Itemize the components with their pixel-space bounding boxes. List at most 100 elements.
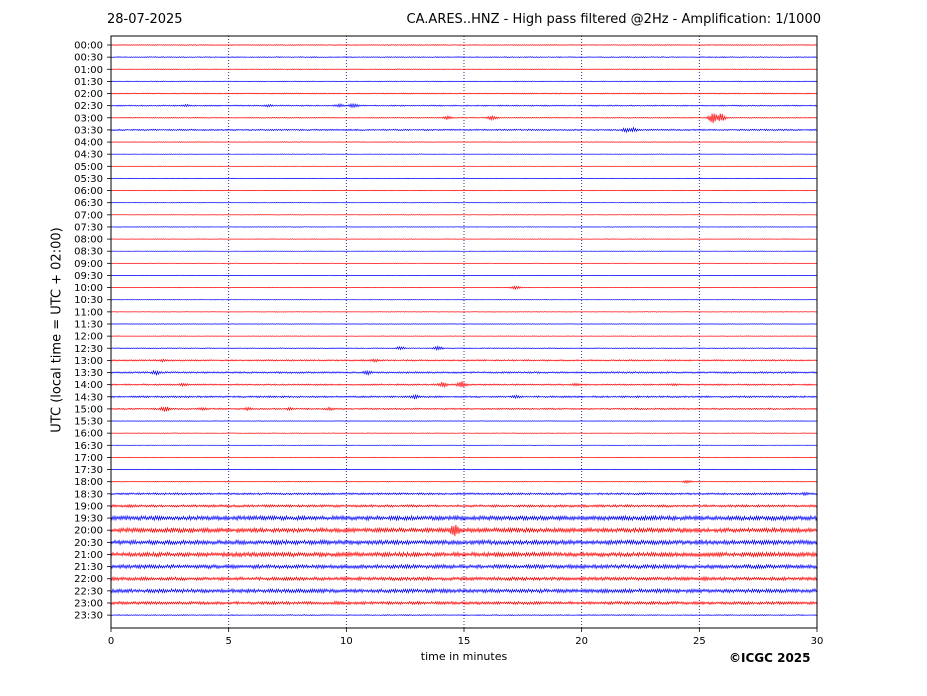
trace-0300 — [110, 113, 818, 124]
y-tick-label: 19:00 — [74, 501, 103, 512]
y-tick-label: 03:00 — [74, 113, 103, 124]
trace-0230 — [110, 102, 818, 109]
y-tick-label: 10:30 — [74, 295, 103, 306]
trace-0600 — [110, 189, 818, 192]
trace-0000 — [110, 44, 818, 46]
trace-1700 — [110, 456, 818, 459]
y-tick-label: 22:30 — [74, 586, 103, 597]
y-tick-label: 17:00 — [74, 453, 103, 464]
plot-frame — [110, 35, 818, 629]
y-tick-label: 13:30 — [74, 368, 103, 379]
trace-1430 — [110, 394, 818, 400]
trace-2000 — [110, 524, 818, 537]
trace-2030 — [110, 538, 818, 546]
y-tick-label: 10:00 — [74, 283, 103, 294]
x-tick-label: 0 — [108, 636, 114, 647]
trace-1030 — [110, 299, 818, 301]
trace-2200 — [110, 575, 818, 582]
y-tick-label: 04:30 — [74, 150, 103, 161]
y-tick-label: 18:00 — [74, 477, 103, 488]
trace-1300 — [110, 358, 818, 363]
trace-2300 — [110, 600, 818, 606]
trace-1400 — [110, 381, 818, 389]
trace-2330 — [110, 614, 818, 617]
y-tick-label: 07:00 — [74, 210, 103, 221]
trace-2230 — [110, 587, 818, 595]
y-tick-label: 00:30 — [74, 53, 103, 64]
date-label: 28-07-2025 — [107, 12, 183, 27]
trace-1330 — [110, 369, 818, 377]
y-tick-label: 00:00 — [74, 41, 103, 52]
y-tick-label: 20:30 — [74, 538, 103, 549]
y-tick-label: 01:00 — [74, 65, 103, 76]
trace-0530 — [110, 177, 818, 180]
y-tick-label: 15:30 — [74, 417, 103, 428]
y-tick-label: 02:30 — [74, 101, 103, 112]
y-tick-label: 08:00 — [74, 235, 103, 246]
y-tick-label: 15:00 — [74, 404, 103, 415]
y-tick-label: 21:30 — [74, 562, 103, 573]
trace-1600 — [110, 432, 818, 434]
y-tick-label: 20:00 — [74, 526, 103, 537]
trace-0330 — [110, 126, 818, 134]
trace-0400 — [110, 141, 818, 143]
x-tick-label: 20 — [575, 636, 588, 647]
trace-1930 — [110, 514, 818, 522]
x-tick-label: 30 — [811, 636, 824, 647]
x-tick-label: 15 — [458, 636, 471, 647]
y-tick-label: 05:30 — [74, 174, 103, 185]
trace-1900 — [110, 503, 818, 509]
y-tick-label: 04:00 — [74, 138, 103, 149]
y-tick-label: 17:30 — [74, 465, 103, 476]
trace-2100 — [110, 550, 818, 558]
y-tick-label: 11:30 — [74, 319, 103, 330]
y-tick-label: 02:00 — [74, 89, 103, 100]
trace-0930 — [110, 274, 818, 277]
x-tick-label: 5 — [225, 636, 231, 647]
trace-1830 — [110, 491, 818, 497]
trace-0730 — [110, 226, 818, 228]
trace-2130 — [110, 563, 818, 570]
y-tick-label: 11:00 — [74, 307, 103, 318]
trace-1200 — [110, 335, 818, 337]
y-tick-label: 09:30 — [74, 271, 103, 282]
y-tick-label: 19:30 — [74, 514, 103, 525]
y-tick-label: 01:30 — [74, 77, 103, 88]
chart-title: CA.ARES..HNZ - High pass filtered @2Hz -… — [406, 12, 821, 27]
y-tick-label: 07:30 — [74, 222, 103, 233]
y-tick-label: 12:00 — [74, 332, 103, 343]
trace-1500 — [110, 406, 818, 412]
y-tick-label: 22:00 — [74, 574, 103, 585]
y-tick-label: 13:00 — [74, 356, 103, 367]
x-axis-label: time in minutes — [420, 650, 508, 663]
y-tick-label: 16:30 — [74, 441, 103, 452]
y-tick-label: 12:30 — [74, 344, 103, 355]
trace-1530 — [110, 420, 818, 422]
trace-0430 — [110, 153, 818, 155]
trace-1000 — [110, 285, 818, 291]
trace-0800 — [110, 238, 818, 240]
trace-1800 — [110, 479, 818, 485]
trace-0100 — [110, 68, 818, 71]
y-tick-label: 08:30 — [74, 247, 103, 258]
copyright-label: ©ICGC 2025 — [729, 651, 811, 665]
x-tick-label: 10 — [340, 636, 353, 647]
trace-1730 — [110, 468, 818, 471]
y-tick-label: 14:00 — [74, 380, 103, 391]
trace-0700 — [110, 214, 818, 216]
y-tick-label: 05:00 — [74, 162, 103, 173]
y-tick-label: 16:00 — [74, 429, 103, 440]
y-tick-label: 03:30 — [74, 125, 103, 136]
x-tick-label: 25 — [693, 636, 706, 647]
trace-0130 — [110, 80, 818, 83]
y-tick-label: 23:30 — [74, 611, 103, 622]
trace-0900 — [110, 262, 818, 264]
y-tick-label: 14:30 — [74, 392, 103, 403]
trace-0030 — [110, 56, 818, 59]
y-tick-label: 23:00 — [74, 598, 103, 609]
y-tick-label: 06:30 — [74, 198, 103, 209]
trace-0200 — [110, 92, 818, 95]
y-tick-label: 18:30 — [74, 489, 103, 500]
y-tick-label: 09:00 — [74, 259, 103, 270]
